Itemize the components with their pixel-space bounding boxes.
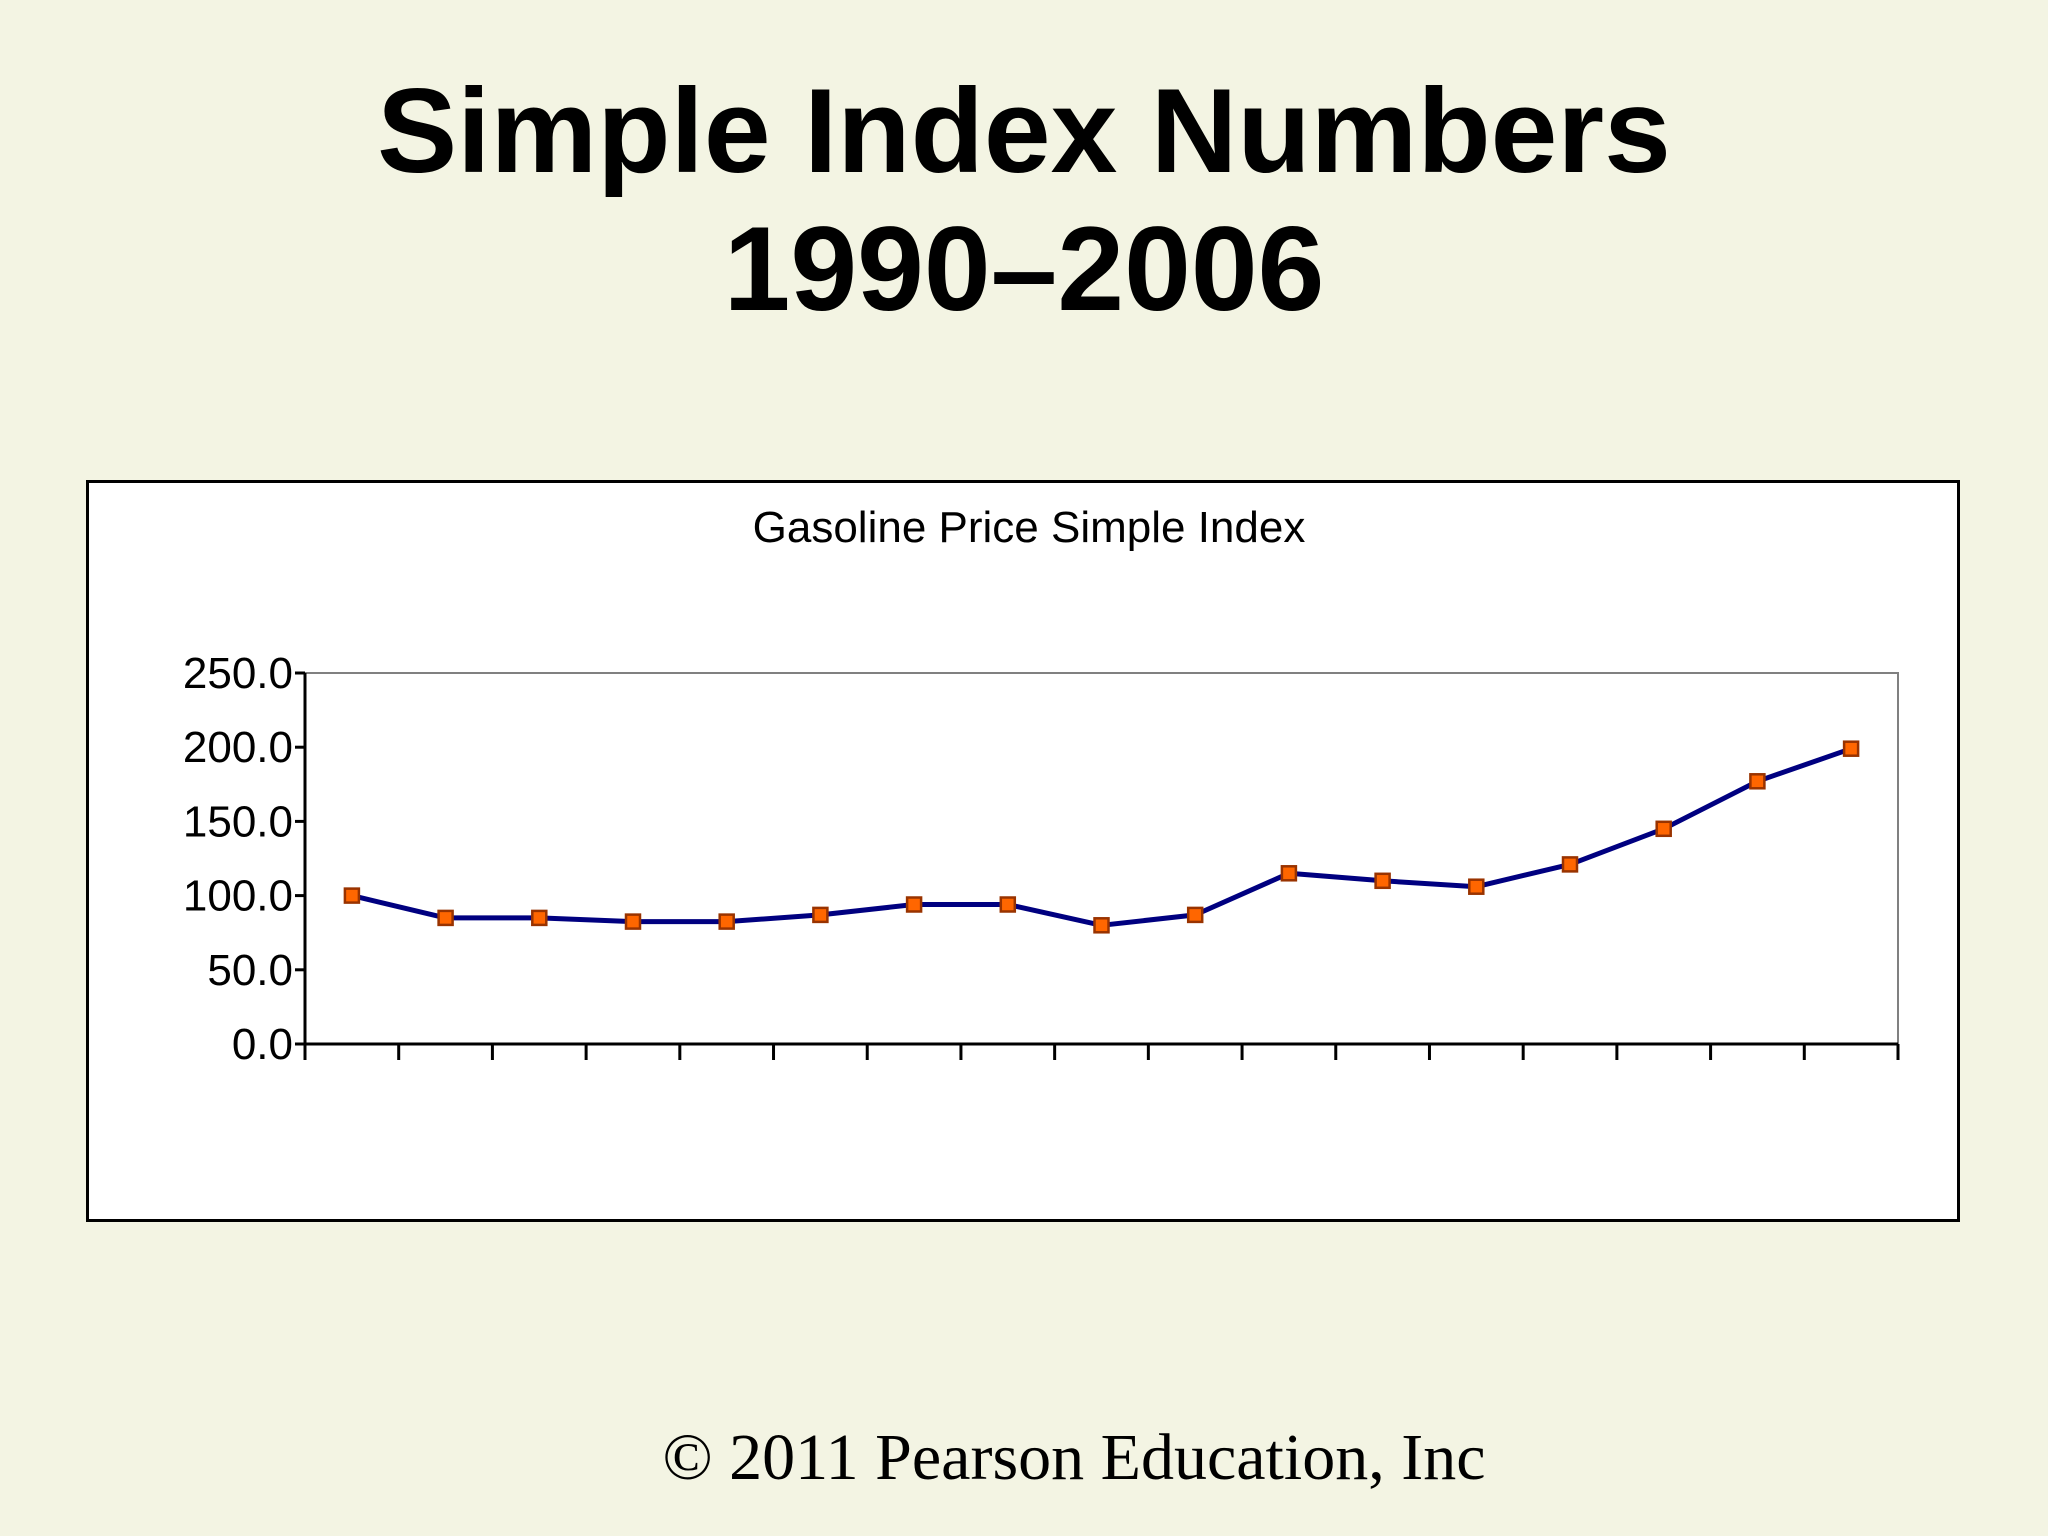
data-point: [1842, 740, 1860, 757]
data-point: [905, 896, 923, 913]
y-tick-label: 100.0: [183, 872, 293, 921]
plot-border: [304, 672, 1899, 1045]
data-point: [812, 906, 829, 924]
data-point: [437, 909, 454, 927]
data-point: [1468, 878, 1485, 895]
y-tick-label: 200.0: [183, 723, 293, 772]
data-point: [1655, 820, 1672, 838]
chart-title: Gasoline Price Simple Index: [753, 503, 1306, 552]
data-point: [624, 913, 642, 930]
y-tick-label: 250.0: [183, 649, 293, 698]
data-point: [1561, 856, 1579, 873]
data-point: [1374, 872, 1391, 890]
slide-title: Simple Index Numbers 1990–2006: [0, 62, 2048, 338]
data-point: [531, 909, 548, 927]
slide-title-line-1: Simple Index Numbers: [377, 64, 1671, 198]
data-point: [1093, 917, 1110, 934]
slide-title-line-2: 1990–2006: [723, 202, 1325, 336]
data-point: [1280, 865, 1298, 882]
gasoline-index-chart: Gasoline Price Simple Index 0.0 50.0 100.0…: [183, 503, 1900, 1069]
data-point: [718, 913, 735, 930]
data-point: [343, 887, 361, 904]
data-point: [1186, 906, 1204, 924]
y-tick-label: 150.0: [183, 797, 293, 846]
plot-area: 0.0 50.0 100.0 150.0 200.0 250.0: [183, 649, 1900, 1069]
y-tick-label: 50.0: [207, 946, 293, 995]
copyright-footer: © 2011 Pearson Education, Inc: [662, 1421, 1486, 1494]
data-point: [1749, 773, 1766, 790]
chart-frame: Gasoline Price Simple Index 0.0 50.0 100.0…: [86, 480, 1960, 1222]
data-point: [999, 896, 1017, 913]
y-tick-label: 0.0: [232, 1020, 293, 1069]
